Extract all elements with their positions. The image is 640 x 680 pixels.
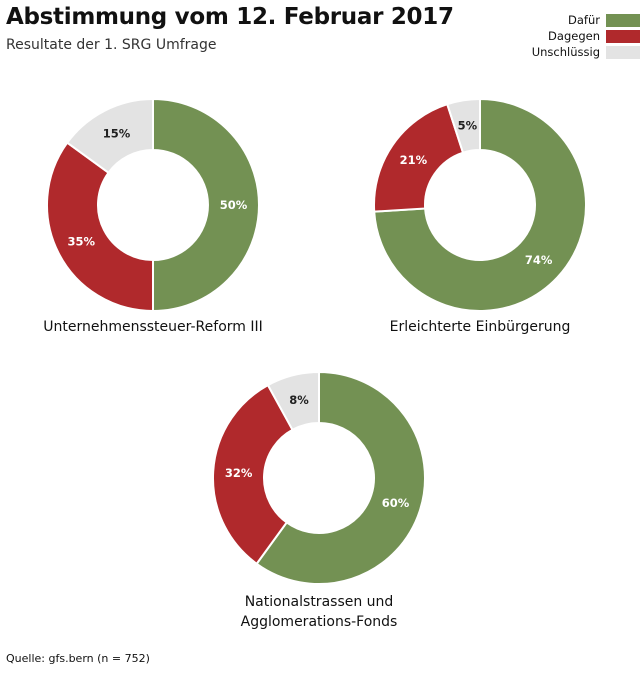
legend-swatch-unschluessig (606, 45, 640, 59)
donut-segment-dagegen (212, 383, 294, 566)
legend: Dafür Dagegen Unschlüssig (532, 12, 640, 60)
donut-segment-dafr (373, 97, 587, 312)
legend-item-dagegen: Dagegen (532, 28, 640, 44)
donut-label-dafr: 60% (382, 496, 410, 510)
chart-subtitle: Resultate der 1. SRG Umfrage (6, 37, 217, 53)
donut-svg-einbuergerung: 74% 21% 5% (373, 97, 587, 312)
donut-label-unschlssig: 5% (458, 118, 478, 132)
donut-chart-nationalstrassen: 60% 32% 8% Nationalstrassen und Agglomerat… (179, 370, 459, 642)
donut-segment-unschlssig (445, 97, 481, 154)
legend-label-dafuer: Dafür (568, 13, 600, 27)
chart-title: Abstimmung vom 12. Februar 2017 (6, 4, 454, 30)
donut-label-unschlssig: 8% (289, 393, 309, 407)
donut-segment-unschlssig (266, 370, 320, 432)
donut-segment-dafr (152, 97, 260, 313)
donut-label-dagegen: 35% (68, 235, 96, 249)
donut-segment-dagegen (46, 141, 154, 313)
legend-item-dafuer: Dafür (532, 12, 640, 28)
legend-swatch-dafuer (606, 13, 640, 27)
legend-item-unschluessig: Unschlüssig (532, 44, 640, 60)
donut-segment-unschlssig (65, 97, 154, 175)
donut-label-dagegen: 21% (400, 153, 428, 167)
donut-segment-dagegen (373, 102, 465, 213)
source-note: Quelle: gfs.bern (n = 752) (6, 652, 150, 665)
donut-label-dafr: 74% (525, 253, 553, 267)
chart-label-einbuergerung: Erleichterte Einbürgerung (389, 319, 571, 335)
donut-label-dafr: 50% (220, 198, 248, 212)
donut-chart-einbuergerung: 74% 21% 5% Erleichterte Einbürgerung (340, 97, 620, 344)
donut-svg-unternehmenssteuer: 50% 35% 15% (46, 97, 260, 313)
donut-segment-dafr (255, 370, 426, 585)
donut-label-dagegen: 32% (225, 466, 253, 480)
legend-label-dagegen: Dagegen (548, 29, 600, 43)
legend-swatch-dagegen (606, 29, 640, 43)
chart-label-nationalstrassen-line2: Agglomerations-Fonds (240, 614, 398, 630)
donut-chart-unternehmenssteuer: 50% 35% 15% Unternehmenssteuer-Reform III (13, 97, 293, 344)
chart-label-unternehmenssteuer: Unternehmenssteuer-Reform III (43, 319, 263, 335)
donut-svg-nationalstrassen: 60% 32% 8% (212, 370, 426, 585)
legend-label-unschluessig: Unschlüssig (531, 45, 600, 59)
chart-label-nationalstrassen-line1: Nationalstrassen und (244, 594, 394, 610)
donut-label-unschlssig: 15% (103, 126, 131, 140)
